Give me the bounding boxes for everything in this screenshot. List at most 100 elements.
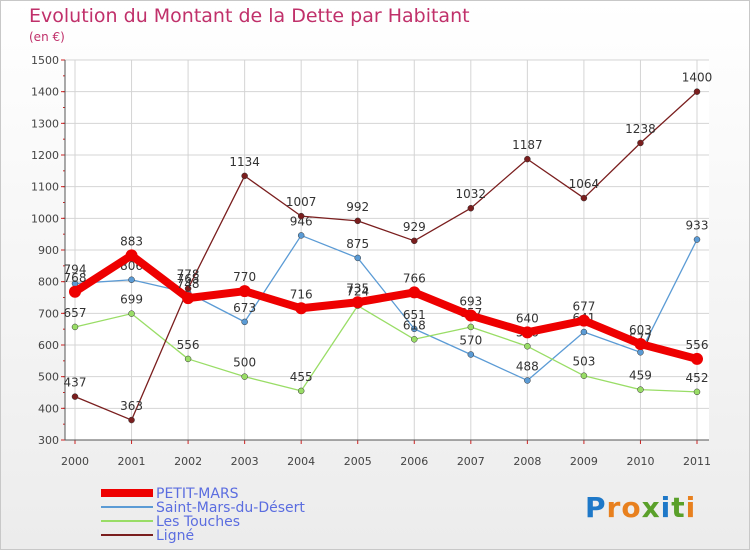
- data-label: 1238: [625, 122, 656, 136]
- data-label: 1064: [569, 177, 600, 191]
- data-point: [524, 343, 531, 350]
- data-label: 778: [177, 268, 200, 282]
- data-point: [634, 338, 647, 351]
- y-tick-label: 600: [38, 339, 59, 352]
- data-point: [241, 172, 248, 180]
- x-tick-label: 2009: [570, 455, 598, 468]
- series-line: [72, 251, 699, 363]
- data-label: 883: [120, 234, 143, 248]
- y-tick-label: 400: [38, 402, 59, 415]
- data-point: [69, 285, 81, 298]
- data-point: [128, 310, 135, 317]
- data-label: 768: [64, 271, 87, 285]
- data-label: 673: [233, 301, 256, 315]
- data-point: [182, 292, 195, 305]
- data-point: [637, 386, 644, 393]
- data-point: [637, 139, 644, 147]
- data-label: 640: [516, 311, 539, 325]
- data-label: 794: [64, 263, 87, 277]
- data-point: [524, 377, 531, 384]
- data-point: [467, 351, 475, 358]
- logo-letter: i: [660, 491, 672, 524]
- data-point: [297, 232, 305, 239]
- y-tick-label: 1200: [31, 149, 59, 162]
- data-point: [411, 336, 418, 343]
- y-tick-label: 1300: [31, 117, 59, 130]
- data-label: 1032: [456, 187, 487, 201]
- data-point: [691, 352, 703, 365]
- data-label: 992: [346, 200, 369, 214]
- proxiti-logo: Proxiti: [585, 491, 696, 524]
- x-tick-label: 2006: [400, 455, 428, 468]
- data-label: 651: [403, 308, 426, 322]
- data-label: 933: [686, 219, 709, 233]
- data-point: [580, 372, 588, 379]
- data-label: 724: [346, 285, 369, 299]
- data-point: [524, 155, 531, 163]
- x-tick-label: 2007: [457, 455, 485, 468]
- data-point: [71, 323, 79, 331]
- logo-letter: t: [671, 491, 686, 524]
- data-point: [467, 204, 475, 212]
- y-tick-label: 500: [38, 371, 59, 384]
- data-point: [464, 309, 477, 322]
- data-label: 437: [64, 376, 87, 390]
- data-point: [351, 296, 364, 309]
- series-line: [74, 91, 698, 421]
- x-tick-label: 2000: [61, 455, 89, 468]
- data-label: 875: [346, 237, 369, 251]
- data-point: [354, 254, 361, 262]
- y-tick-label: 1500: [31, 54, 59, 67]
- data-label: 735: [346, 281, 369, 295]
- data-point: [467, 323, 475, 331]
- data-label: 1134: [229, 155, 260, 169]
- data-label: 452: [686, 371, 709, 385]
- data-point: [354, 217, 361, 225]
- data-point: [241, 318, 248, 326]
- data-label: 570: [459, 334, 482, 348]
- data-point: [297, 387, 305, 395]
- data-label: 459: [629, 369, 652, 383]
- data-point: [411, 325, 418, 333]
- y-tick-label: 900: [38, 244, 59, 257]
- legend-label: Ligné: [156, 528, 194, 544]
- data-point: [128, 276, 135, 284]
- logo-letter: r: [606, 491, 622, 524]
- data-label: 946: [290, 214, 313, 228]
- data-point: [238, 285, 251, 298]
- data-label: 748: [177, 277, 200, 291]
- data-label: 929: [403, 220, 426, 234]
- data-point: [411, 237, 418, 245]
- y-tick-label: 300: [38, 434, 59, 447]
- x-tick-label: 2002: [174, 455, 202, 468]
- data-label: 657: [64, 306, 87, 320]
- data-label: 503: [572, 355, 595, 369]
- x-tick-label: 2004: [287, 455, 315, 468]
- chart-title: Evolution du Montant de la Dette par Hab…: [29, 5, 470, 27]
- x-tick-label: 2005: [344, 455, 372, 468]
- series-line: [74, 305, 698, 393]
- data-label: 556: [177, 338, 200, 352]
- data-point: [184, 285, 192, 292]
- data-point: [125, 249, 138, 262]
- data-point: [521, 326, 534, 339]
- x-tick-label: 2008: [513, 455, 541, 468]
- x-tick-label: 2010: [626, 455, 654, 468]
- chart-subtitle: (en €): [29, 30, 65, 44]
- data-point: [637, 349, 644, 356]
- data-label: 618: [403, 318, 426, 332]
- logo-letter: x: [641, 491, 661, 524]
- data-label: 716: [290, 287, 313, 301]
- logo-letter: o: [621, 491, 642, 524]
- y-tick-label: 1100: [31, 181, 59, 194]
- x-tick-label: 2011: [683, 455, 711, 468]
- data-label: 1187: [512, 138, 543, 152]
- logo-letter: P: [585, 491, 607, 524]
- data-point: [241, 373, 248, 380]
- y-tick-label: 700: [38, 307, 59, 320]
- data-point: [408, 286, 421, 299]
- data-label: 765: [177, 272, 200, 286]
- data-label: 677: [572, 300, 595, 314]
- data-label: 363: [120, 399, 143, 413]
